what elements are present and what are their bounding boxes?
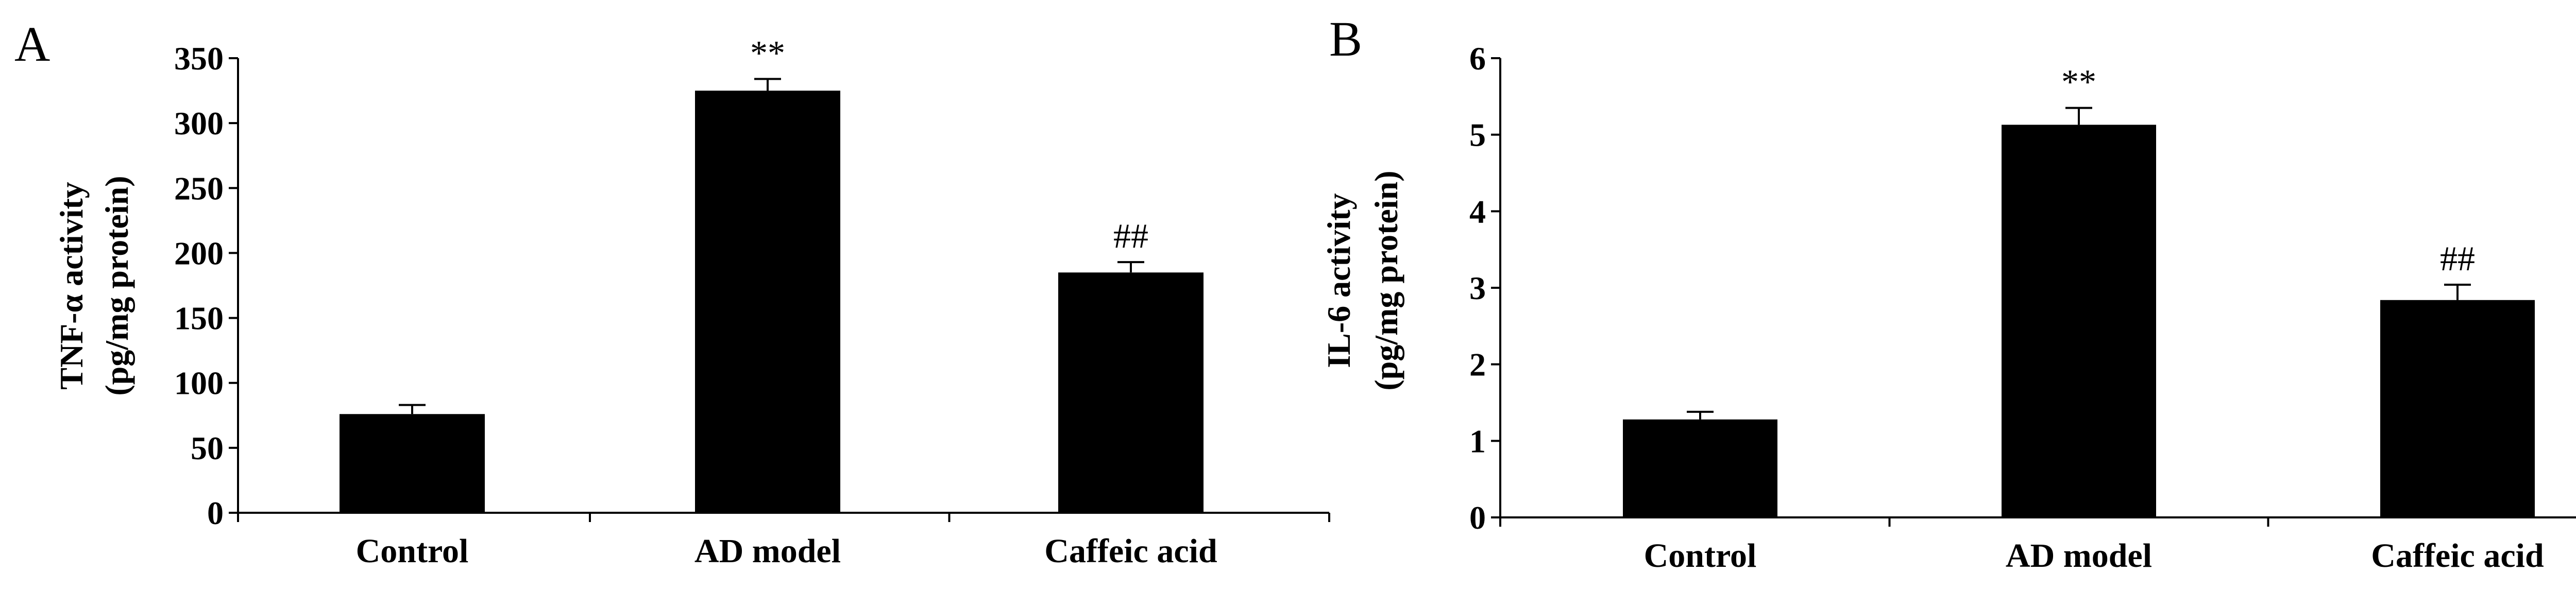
y-tick-label: 1 [1469,423,1486,459]
y-tick-label: 0 [207,495,224,531]
y-tick-label: 100 [174,365,224,402]
bar [2002,125,2156,518]
y-tick-label: 6 [1469,40,1486,77]
y-axis-label: IL-6 activity [1320,193,1357,368]
bar [2380,300,2535,517]
bar [695,91,840,513]
y-tick-label: 200 [174,235,224,271]
x-category-label: Caffeic acid [1044,532,1217,570]
significance-marker: ## [2440,239,2475,278]
y-axis-label: (pg/mg protein) [98,176,135,395]
y-tick-label: 350 [174,40,224,77]
x-category-label: AD model [2006,537,2152,575]
y-axis-label: TNF-α activity [53,182,90,390]
panel-a: A 0 50 100 150 200 250 300 350 Control ** AD model #… [14,16,1330,570]
y-tick-label: 50 [191,430,224,466]
x-category-label: AD model [694,532,841,570]
bar [340,414,485,513]
y-tick-label: 5 [1469,117,1486,153]
y-tick-label: 3 [1469,270,1486,306]
y-tick-label: 150 [174,300,224,337]
x-category-label: Control [1644,537,1757,575]
bar [1623,419,1777,517]
panel-letter: A [14,16,50,72]
y-tick-label: 0 [1469,499,1486,536]
y-tick-label: 4 [1469,193,1486,230]
x-category-label: Caffeic acid [2371,537,2544,575]
significance-marker: ** [2061,62,2096,101]
x-category-label: Control [356,532,469,570]
panel-b: B 0 1 2 3 4 5 6 Control ** AD model ## Caffeic acid I… [1320,11,2576,575]
significance-marker: ## [1113,216,1148,255]
panel-letter: B [1329,11,1362,66]
y-axis-label: (pg/mg protein) [1368,170,1404,390]
y-tick-label: 250 [174,170,224,206]
y-tick-label: 2 [1469,346,1486,383]
y-tick-label: 300 [174,105,224,142]
bar [1058,272,1204,513]
significance-marker: ** [750,33,785,72]
